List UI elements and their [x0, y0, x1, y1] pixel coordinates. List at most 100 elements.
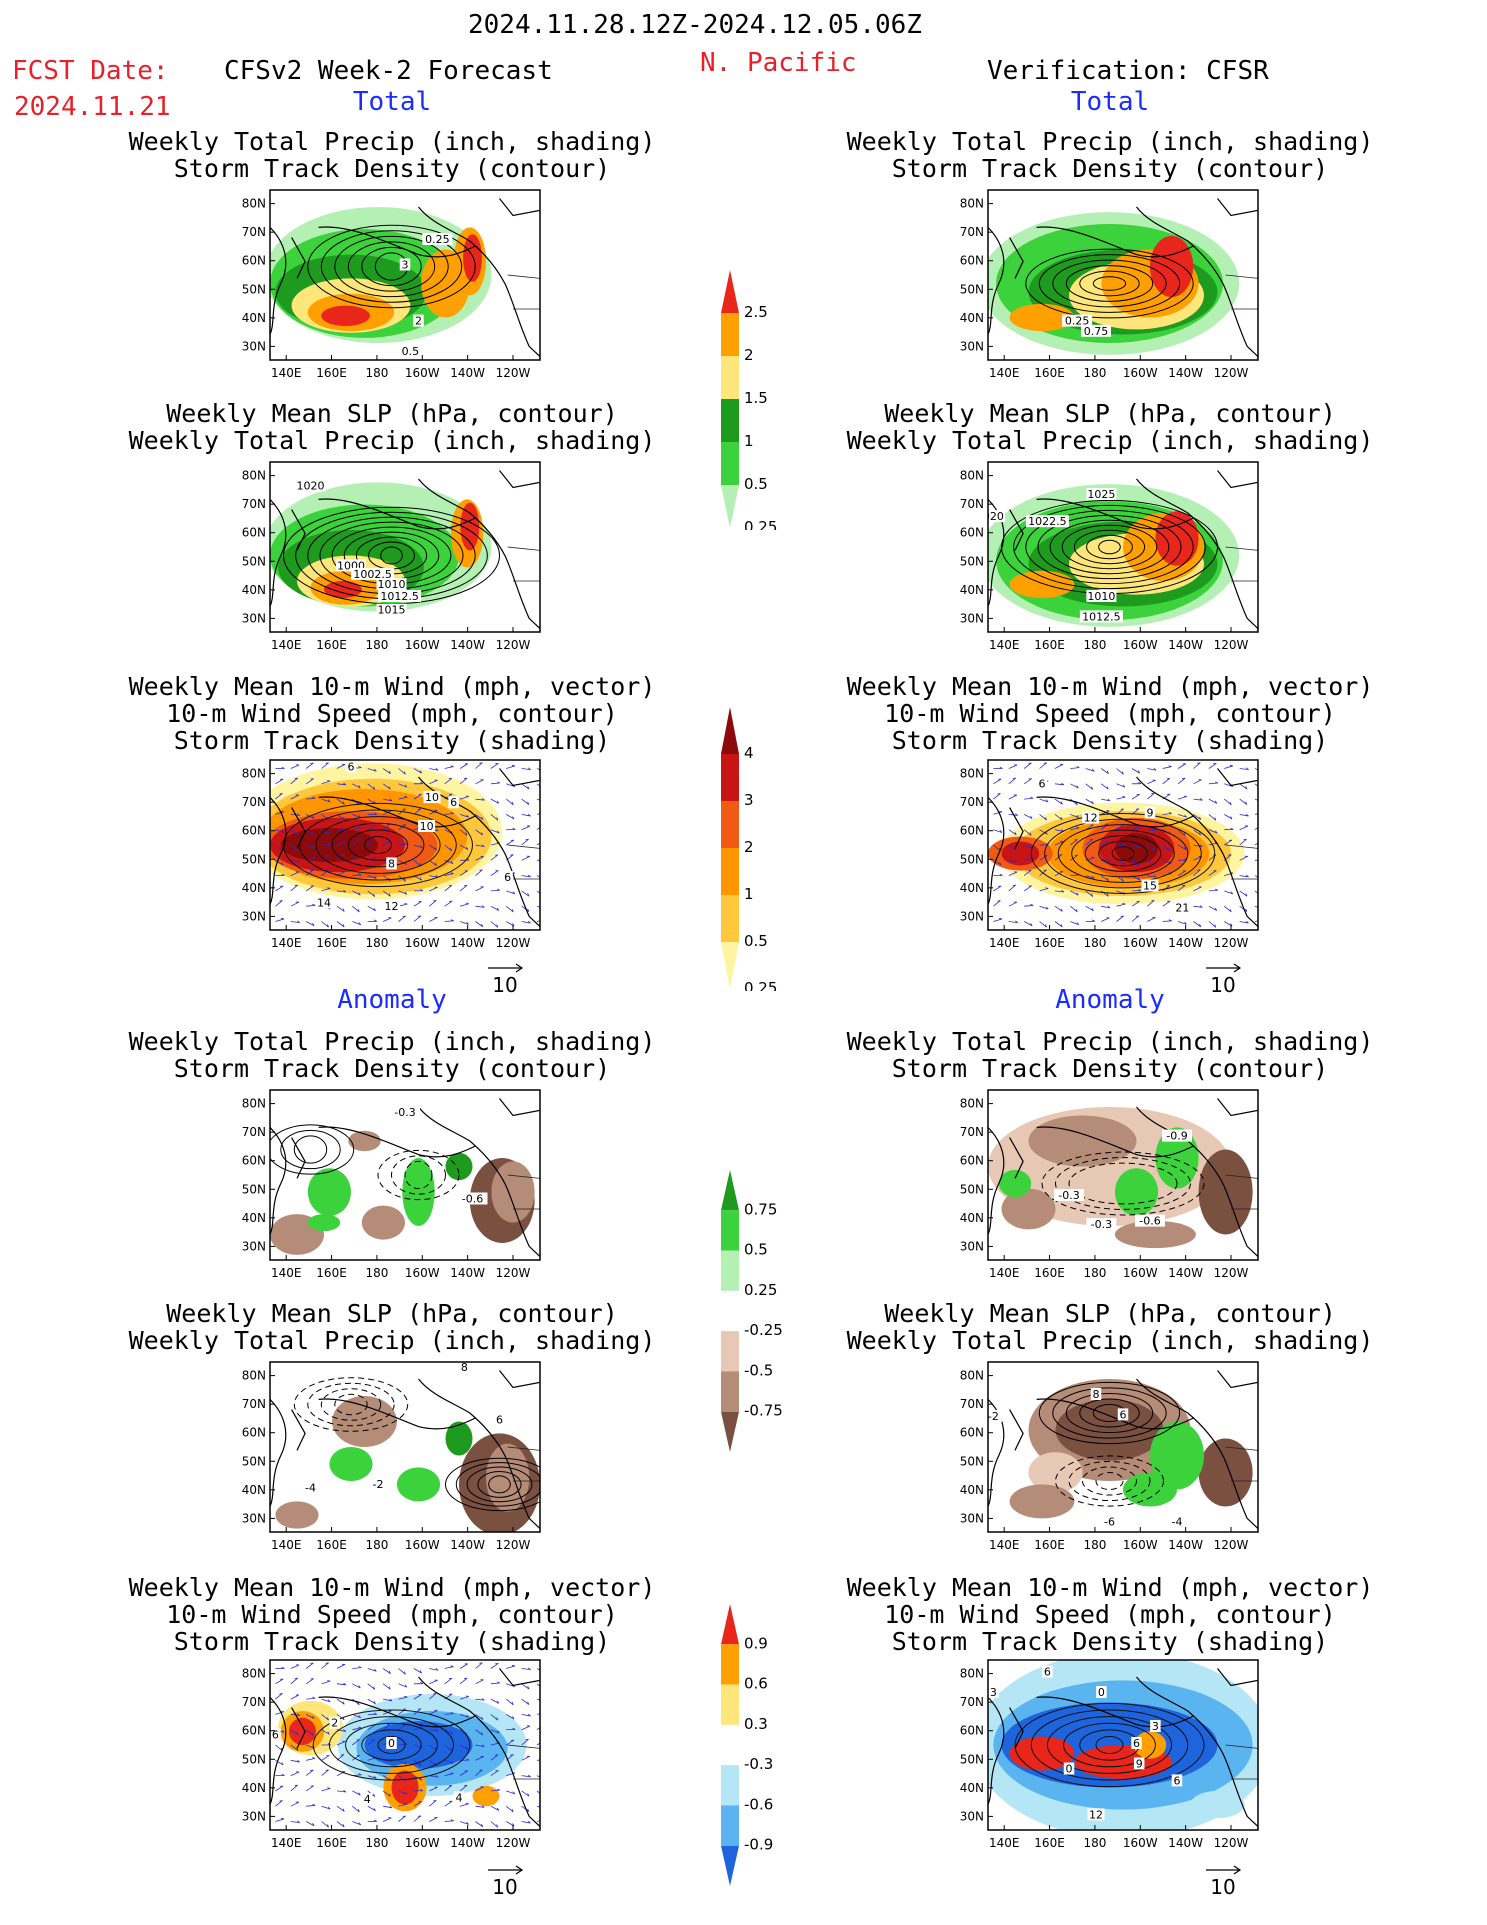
shading-region — [1028, 1115, 1137, 1167]
contour-label: 6 — [272, 1729, 279, 1742]
contour-label-bg — [376, 578, 407, 591]
contour-label: -0.3 — [1091, 1218, 1112, 1231]
contour-label: 1015 — [378, 604, 406, 617]
colorbar-label: -0.6 — [744, 1795, 773, 1813]
shading-region — [396, 1467, 441, 1502]
contour-label: 6 — [504, 871, 511, 884]
colorbar-label: 2.5 — [744, 303, 768, 321]
coastline — [270, 198, 540, 358]
contour-label: -0.3 — [394, 1106, 415, 1119]
shading-region — [445, 1152, 473, 1181]
lon-tick-label: 160E — [316, 1538, 347, 1552]
colorbar-cap-top — [721, 1170, 739, 1211]
region-title: N. Pacific — [700, 48, 857, 78]
colorbar-label: 4 — [744, 744, 754, 762]
lon-tick-label: 140E — [271, 638, 302, 652]
colorbar-segment — [721, 1210, 739, 1251]
title-verif-anom-precip: Weekly Total Precip (inch, shading) Storm… — [846, 1027, 1374, 1083]
lat-tick-label: 60N — [960, 1154, 984, 1168]
map-axes: 80N 70N 60N 50N 40N 30N 140E 160E 180 160W 140W 120… — [242, 1659, 541, 1850]
colorbar-segment — [721, 1644, 739, 1685]
lon-tick-label: 140W — [1168, 366, 1203, 380]
contour-lines — [1030, 813, 1216, 894]
shading-region — [348, 1130, 381, 1152]
colorbar-segment — [721, 1765, 739, 1806]
colorbar-segment — [721, 356, 739, 399]
map-frame — [269, 1659, 541, 1831]
lat-tick-label: 30N — [242, 1239, 266, 1253]
lat-tick-label: 60N — [960, 1724, 984, 1738]
map-fcst-anom-slp: 8 -4 -2 6 80N 70N 60N 50N 40N 30N 140E 160E 180 160W 1… — [242, 1361, 541, 1552]
section-anomaly-right: Anomaly — [1055, 985, 1165, 1015]
lat-tick-label: 40N — [960, 881, 984, 895]
lon-tick-label: 180 — [1083, 366, 1106, 380]
contour-label-bg — [1101, 1515, 1118, 1528]
shading-region — [1009, 1484, 1075, 1519]
contour-label: 10 — [420, 820, 434, 833]
arrow-head — [1233, 1865, 1242, 1875]
lat-tick-label: 70N — [242, 1695, 266, 1709]
lat-tick-label: 80N — [242, 1097, 266, 1111]
contour-label-bg — [270, 1728, 281, 1741]
contour-label: 0 — [1066, 1763, 1073, 1776]
lat-tick-label: 70N — [960, 1397, 984, 1411]
contour-label-bg — [351, 567, 395, 580]
contour-label-bg — [1171, 1774, 1183, 1787]
contour-label-bg — [398, 345, 423, 358]
contour-label: 0 — [1098, 1686, 1105, 1699]
contour-label-bg — [345, 760, 357, 773]
contour-label: 12 — [1089, 1808, 1103, 1821]
contour-lines — [1014, 1702, 1205, 1788]
colorbar-segment — [721, 1805, 739, 1846]
colorbar-label: 0.25 — [744, 518, 777, 530]
map-frame — [269, 1361, 541, 1533]
vector-reference-verif-anom: 10 — [1206, 1865, 1242, 1899]
contour-label-bg — [459, 1362, 470, 1373]
shading-region — [361, 1205, 405, 1240]
shading-region — [486, 1443, 530, 1512]
lat-tick-label: 40N — [242, 881, 266, 895]
contour-label: -6 — [1104, 1516, 1115, 1529]
contour-label: 6 — [496, 1414, 503, 1427]
lat-tick-label: 70N — [960, 225, 984, 239]
lat-tick-label: 70N — [242, 1125, 266, 1139]
contour-labels: -0.3 -0.6 — [390, 1105, 488, 1206]
shading-region — [329, 1447, 373, 1481]
shading-region — [445, 1421, 473, 1456]
lat-tick-label: 40N — [242, 1483, 266, 1497]
lon-tick-label: 120W — [496, 936, 531, 950]
contour-label-bg — [1173, 901, 1191, 914]
lat-tick-label: 80N — [960, 1369, 984, 1383]
contour-label: 21 — [1175, 902, 1189, 915]
lon-tick-label: 160E — [316, 366, 347, 380]
lon-tick-label: 140E — [989, 1836, 1020, 1850]
lat-tick-label: 60N — [960, 824, 984, 838]
lon-tick-label: 140W — [1168, 936, 1203, 950]
map-fcst-total-precip: 0.25 3 2 0.5 80N 70N 60N 50N 40N 30N 140E 160E 180 16… — [242, 189, 541, 380]
contour-label-bg — [1133, 1757, 1145, 1770]
colorbar-label: -0.5 — [744, 1361, 773, 1379]
contour-label: 6 — [348, 761, 355, 774]
contour-label-bg — [378, 590, 422, 602]
lon-tick-label: 160W — [1123, 1538, 1158, 1552]
contour-label: 6 — [1133, 1737, 1140, 1750]
coastline — [270, 1370, 540, 1530]
colorbar-segment — [721, 1331, 739, 1372]
lat-tick-label: 50N — [242, 1454, 266, 1468]
lon-tick-label: 140E — [271, 1836, 302, 1850]
contour-label: 4 — [456, 1791, 463, 1804]
shading-region — [491, 1161, 535, 1223]
contour-label: 6 — [450, 796, 457, 809]
map-axes: 80N 70N 60N 50N 40N 30N 140E 160E 180 160W 140W 120… — [960, 189, 1259, 380]
contour-label-bg — [1135, 1214, 1165, 1227]
shading-region — [472, 1785, 500, 1807]
contour-label: 0.75 — [1084, 325, 1109, 338]
lat-tick-label: 70N — [960, 1125, 984, 1139]
lon-tick-label: 180 — [365, 936, 388, 950]
colorbar-segment — [721, 801, 739, 848]
contour-lines — [445, 1457, 540, 1512]
map-frame — [987, 461, 1259, 633]
lon-tick-label: 120W — [1214, 1266, 1249, 1280]
coastline — [988, 1098, 1258, 1258]
